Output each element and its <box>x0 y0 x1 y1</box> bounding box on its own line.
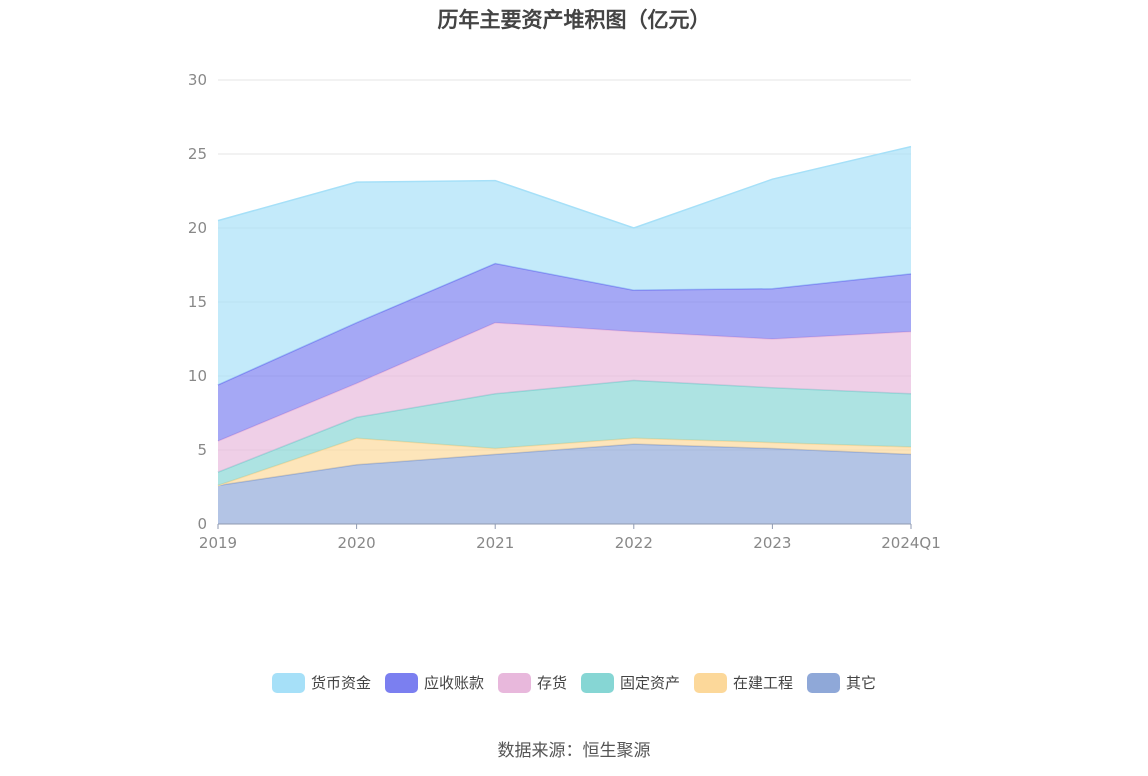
legend-swatch <box>384 672 418 693</box>
legend-item[interactable]: 货币资金 <box>271 672 371 693</box>
legend-item[interactable]: 在建工程 <box>694 672 793 693</box>
legend-label: 应收账款 <box>423 674 484 692</box>
legend-swatch <box>497 672 531 693</box>
x-tick-label: 2019 <box>199 534 237 552</box>
data-source: 数据来源：恒生聚源 <box>497 741 651 761</box>
area-series-在建工程 <box>218 438 911 486</box>
area-series-其它 <box>218 444 911 524</box>
chart-legend: 货币资金 应收账款 存货 固定资产 在建工程 其它 <box>0 672 1148 693</box>
legend-item[interactable]: 应收账款 <box>384 672 484 693</box>
legend-label: 存货 <box>536 674 567 692</box>
chart-title: 历年主要资产堆积图（亿元） <box>437 8 711 32</box>
y-tick-label: 0 <box>197 515 207 533</box>
y-tick-label: 25 <box>188 145 207 163</box>
legend-label: 固定资产 <box>620 674 681 692</box>
legend-swatch <box>581 672 614 693</box>
y-tick-label: 15 <box>188 293 207 311</box>
legend-item[interactable]: 固定资产 <box>581 672 680 693</box>
area-series-货币资金 <box>218 146 911 385</box>
y-tick-label: 20 <box>188 219 207 237</box>
legend-swatch <box>694 672 728 693</box>
x-tick-label: 2022 <box>615 534 653 552</box>
legend-label: 在建工程 <box>733 674 794 692</box>
legend-label: 其它 <box>846 674 877 692</box>
legend-swatch <box>271 672 305 693</box>
axes: 0 5 10 15 20 25 30 2019 2020 2021 2022 2023 2024Q1 <box>188 71 941 552</box>
x-tick-label: 2024Q1 <box>881 534 941 552</box>
stacked-area-chart: 0 5 10 15 20 25 30 2019 2020 2021 2022 2023 2024Q1 <box>188 71 941 552</box>
legend-swatch <box>807 672 841 693</box>
x-tick-label: 2020 <box>338 534 376 552</box>
area-series <box>217 145 912 524</box>
legend-item[interactable]: 存货 <box>497 672 567 693</box>
area-series-固定资产 <box>218 380 911 486</box>
legend-item[interactable]: 其它 <box>807 672 876 693</box>
y-tick-label: 10 <box>188 367 207 385</box>
area-edge-货币资金 <box>217 145 912 229</box>
y-tick-label: 5 <box>197 441 207 459</box>
x-tick-label: 2021 <box>476 534 514 552</box>
legend-label: 货币资金 <box>310 674 371 692</box>
y-tick-label: 30 <box>188 71 207 89</box>
area-series-应收账款 <box>218 263 911 442</box>
x-tick-label: 2023 <box>753 534 791 552</box>
area-series-存货 <box>218 322 911 473</box>
